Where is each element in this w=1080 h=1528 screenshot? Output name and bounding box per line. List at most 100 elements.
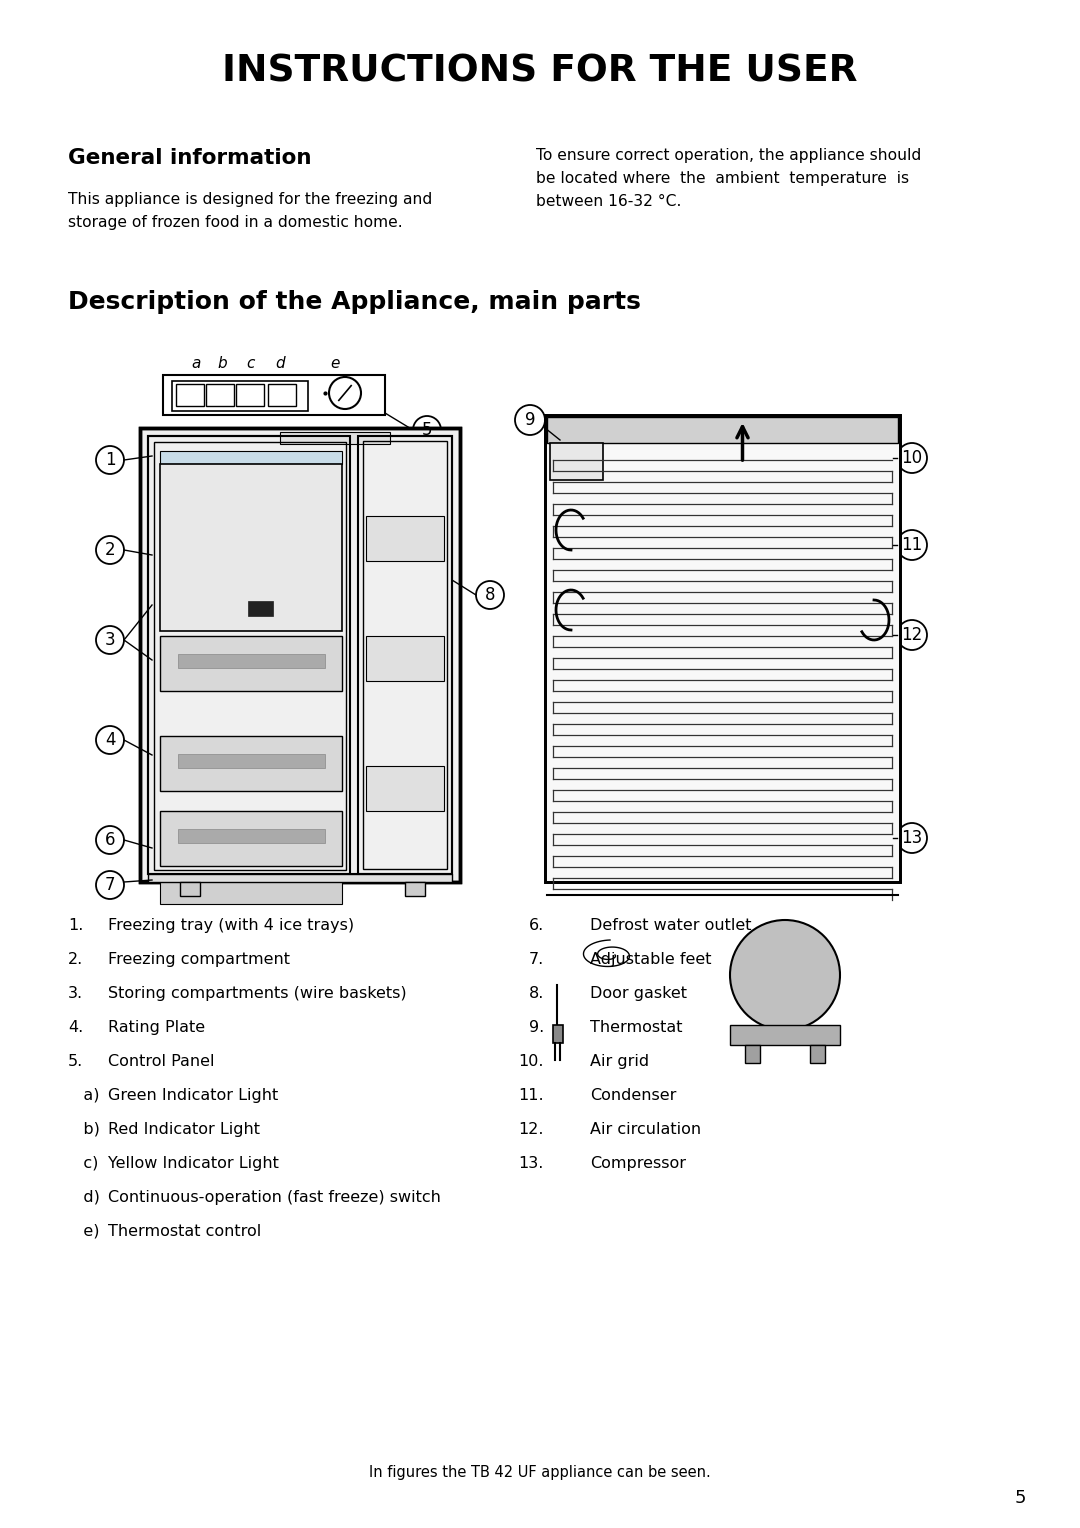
Bar: [810, 1045, 825, 1063]
Text: General information: General information: [68, 148, 311, 168]
Text: 9.: 9.: [529, 1021, 544, 1034]
Bar: [148, 874, 453, 882]
Bar: [160, 636, 342, 691]
Text: 12.: 12.: [518, 1122, 544, 1137]
Bar: [357, 435, 453, 874]
Text: Yellow Indicator Light: Yellow Indicator Light: [108, 1157, 279, 1170]
Text: 6.: 6.: [529, 918, 544, 934]
Bar: [148, 435, 350, 874]
Text: 7: 7: [105, 876, 116, 894]
Text: 5: 5: [422, 422, 432, 439]
Bar: [280, 432, 390, 445]
Text: 2.: 2.: [68, 952, 83, 967]
Bar: [160, 451, 342, 465]
Text: 1: 1: [105, 451, 116, 469]
Bar: [237, 384, 264, 406]
Bar: [550, 443, 603, 480]
Text: Freezing compartment: Freezing compartment: [108, 952, 291, 967]
Text: In figures the TB 42 UF appliance can be seen.: In figures the TB 42 UF appliance can be…: [369, 1464, 711, 1479]
Bar: [160, 465, 342, 631]
Bar: [178, 654, 325, 668]
Bar: [163, 374, 384, 416]
Bar: [730, 1025, 840, 1045]
Text: b: b: [217, 356, 227, 370]
Bar: [405, 882, 426, 895]
Text: 6: 6: [105, 831, 116, 850]
Text: a): a): [68, 1088, 99, 1103]
Bar: [160, 736, 342, 792]
Bar: [140, 428, 460, 882]
Bar: [553, 1025, 563, 1044]
Bar: [160, 876, 342, 905]
Bar: [366, 636, 444, 681]
Bar: [363, 442, 447, 869]
Text: Freezing tray (with 4 ice trays): Freezing tray (with 4 ice trays): [108, 918, 354, 934]
Text: Thermostat control: Thermostat control: [108, 1224, 261, 1239]
Text: d: d: [275, 356, 285, 370]
Text: c: c: [246, 356, 254, 370]
Bar: [176, 384, 204, 406]
Text: 10.: 10.: [518, 1054, 544, 1070]
Text: Storing compartments (wire baskets): Storing compartments (wire baskets): [108, 986, 407, 1001]
Text: 5.: 5.: [68, 1054, 83, 1070]
Text: 5: 5: [1014, 1488, 1026, 1507]
Text: 8.: 8.: [528, 986, 544, 1001]
Text: 8: 8: [485, 587, 496, 604]
Text: c): c): [68, 1157, 98, 1170]
Text: 13: 13: [902, 830, 922, 847]
Bar: [206, 384, 234, 406]
Text: Adjustable feet: Adjustable feet: [590, 952, 712, 967]
Text: 4.: 4.: [68, 1021, 83, 1034]
Text: Door gasket: Door gasket: [590, 986, 687, 1001]
Text: 4: 4: [105, 730, 116, 749]
Bar: [268, 384, 296, 406]
Bar: [745, 1045, 760, 1063]
Text: 12: 12: [902, 626, 922, 643]
Text: 10: 10: [902, 449, 922, 468]
Text: Red Indicator Light: Red Indicator Light: [108, 1122, 260, 1137]
Text: e): e): [68, 1224, 99, 1239]
Bar: [545, 416, 900, 882]
Text: To ensure correct operation, the appliance should
be located where  the  ambient: To ensure correct operation, the applian…: [536, 148, 921, 209]
Circle shape: [730, 920, 840, 1030]
Text: Air grid: Air grid: [590, 1054, 649, 1070]
Text: 13.: 13.: [518, 1157, 544, 1170]
Bar: [148, 435, 453, 874]
Bar: [154, 442, 346, 869]
Text: 3.: 3.: [68, 986, 83, 1001]
Bar: [178, 830, 325, 843]
Text: Control Panel: Control Panel: [108, 1054, 215, 1070]
Text: Description of the Appliance, main parts: Description of the Appliance, main parts: [68, 290, 640, 313]
Bar: [366, 766, 444, 811]
Text: 1.: 1.: [68, 918, 83, 934]
Text: e: e: [330, 356, 340, 370]
Text: 11.: 11.: [518, 1088, 544, 1103]
Bar: [140, 428, 460, 882]
Text: INSTRUCTIONS FOR THE USER: INSTRUCTIONS FOR THE USER: [222, 53, 858, 90]
Text: Rating Plate: Rating Plate: [108, 1021, 205, 1034]
Text: Defrost water outlet: Defrost water outlet: [590, 918, 752, 934]
Bar: [172, 380, 308, 411]
Text: 3: 3: [105, 631, 116, 649]
Bar: [545, 416, 900, 882]
Bar: [160, 811, 342, 866]
Text: Compressor: Compressor: [590, 1157, 686, 1170]
Text: Green Indicator Light: Green Indicator Light: [108, 1088, 279, 1103]
Bar: [546, 417, 897, 443]
Text: 11: 11: [902, 536, 922, 555]
Bar: [178, 753, 325, 769]
Bar: [248, 601, 273, 616]
Text: Thermostat: Thermostat: [590, 1021, 683, 1034]
Text: Air circulation: Air circulation: [590, 1122, 701, 1137]
Bar: [180, 882, 200, 895]
Text: 9: 9: [525, 411, 536, 429]
Text: b): b): [68, 1122, 99, 1137]
Text: Condenser: Condenser: [590, 1088, 676, 1103]
Text: Continuous-operation (fast freeze) switch: Continuous-operation (fast freeze) switc…: [108, 1190, 441, 1206]
Bar: [366, 516, 444, 561]
Text: d): d): [68, 1190, 99, 1206]
Text: 2: 2: [105, 541, 116, 559]
Text: This appliance is designed for the freezing and
storage of frozen food in a dome: This appliance is designed for the freez…: [68, 193, 432, 229]
Text: 7.: 7.: [529, 952, 544, 967]
Text: a: a: [191, 356, 201, 370]
